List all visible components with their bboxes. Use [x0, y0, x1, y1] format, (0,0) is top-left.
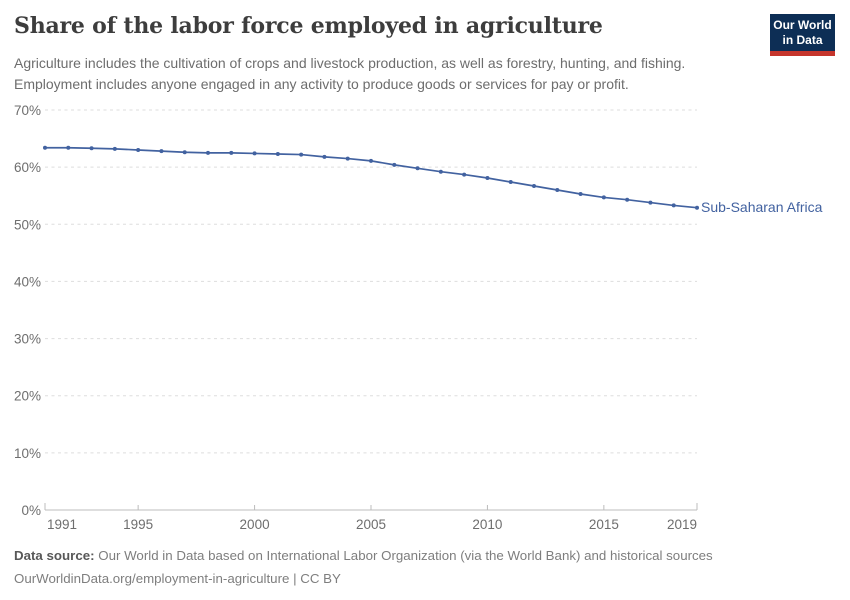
- data-point[interactable]: [206, 150, 210, 155]
- data-point[interactable]: [508, 180, 513, 184]
- data-point[interactable]: [695, 205, 699, 210]
- y-axis-tick-label: 50%: [14, 217, 41, 232]
- data-point[interactable]: [578, 192, 583, 196]
- data-point[interactable]: [485, 176, 490, 180]
- data-point[interactable]: [89, 146, 94, 151]
- data-source-text: Our World in Data based on International…: [98, 548, 713, 563]
- data-point[interactable]: [182, 150, 187, 155]
- data-point[interactable]: [671, 203, 676, 208]
- chart-footer: Data source: Our World in Data based on …: [14, 544, 713, 590]
- data-point[interactable]: [648, 200, 653, 205]
- data-point[interactable]: [392, 162, 397, 167]
- data-point[interactable]: [229, 150, 234, 155]
- data-point[interactable]: [112, 146, 117, 151]
- footer-link-line[interactable]: OurWorldinData.org/employment-in-agricul…: [14, 571, 341, 586]
- data-point[interactable]: [43, 145, 47, 150]
- chart-subtitle: Agriculture includes the cultivation of …: [14, 53, 685, 95]
- logo-line-2: in Data: [782, 33, 823, 47]
- x-axis-tick-label: 2000: [240, 517, 270, 532]
- owid-logo[interactable]: Our World in Data: [770, 14, 835, 56]
- data-source-line: Data source: Our World in Data based on …: [14, 544, 713, 567]
- y-axis-tick-label: 0%: [21, 503, 41, 518]
- data-point[interactable]: [625, 197, 630, 202]
- x-axis-tick-label: 2019: [667, 517, 697, 532]
- data-point[interactable]: [601, 195, 606, 200]
- data-point[interactable]: [252, 151, 257, 156]
- data-point[interactable]: [532, 184, 536, 188]
- data-point[interactable]: [66, 145, 71, 150]
- trend-line[interactable]: [45, 146, 698, 209]
- x-axis-tick-label: 2005: [356, 517, 386, 532]
- x-axis-tick-label: 2010: [472, 517, 502, 532]
- logo-line-1: Our World: [773, 18, 832, 32]
- y-axis-tick-label: 20%: [14, 389, 41, 404]
- y-axis-tick-label: 40%: [14, 274, 41, 289]
- series-label[interactable]: Sub-Saharan Africa: [701, 199, 823, 215]
- data-point[interactable]: [369, 158, 373, 163]
- chart-title: Share of the labor force employed in agr…: [14, 13, 603, 39]
- data-source-label: Data source:: [14, 548, 95, 563]
- data-point[interactable]: [438, 169, 443, 174]
- x-axis-tick-label: 1991: [47, 517, 77, 532]
- x-axis-tick-label: 1995: [123, 517, 153, 532]
- y-axis-tick-label: 30%: [14, 332, 41, 347]
- data-point[interactable]: [415, 166, 420, 171]
- x-axis-tick-label: 2015: [589, 517, 619, 532]
- data-point[interactable]: [275, 152, 280, 156]
- data-point[interactable]: [322, 154, 327, 159]
- data-point[interactable]: [462, 172, 467, 177]
- subtitle-line-1: Agriculture includes the cultivation of …: [14, 55, 686, 71]
- y-axis-tick-label: 60%: [14, 160, 41, 175]
- data-point[interactable]: [299, 152, 304, 157]
- data-point[interactable]: [136, 148, 141, 152]
- data-point[interactable]: [345, 156, 350, 161]
- y-axis-tick-label: 10%: [14, 446, 41, 461]
- data-point[interactable]: [159, 149, 164, 154]
- data-point[interactable]: [555, 188, 560, 192]
- subtitle-line-2: Employment includes anyone engaged in an…: [14, 76, 629, 92]
- y-axis-tick-label: 70%: [14, 103, 41, 118]
